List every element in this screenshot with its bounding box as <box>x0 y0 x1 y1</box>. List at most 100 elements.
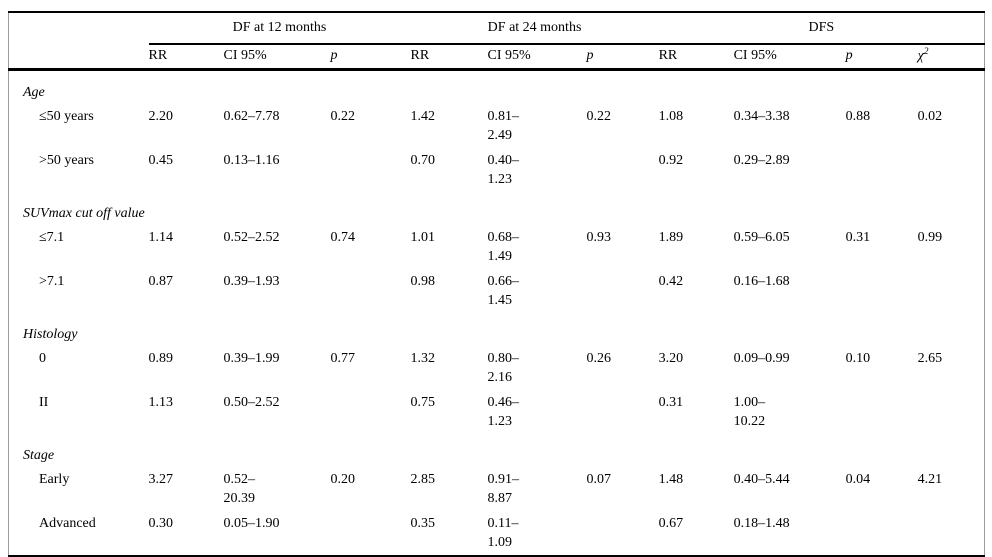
cell-ci-24m: 0.81– 2.49 <box>487 109 520 143</box>
section-label: Stage <box>23 448 55 463</box>
table-row: 0 0.89 0.39–1.99 0.77 1.32 0.80– 2.16 0.26 3.20… <box>9 346 985 390</box>
cell-p-24m <box>587 511 659 556</box>
cell-rr-24m: 0.98 <box>410 274 436 289</box>
cell-rr-24m: 0.75 <box>410 395 436 410</box>
cell-ci-dfs: 0.29–2.89 <box>733 153 790 168</box>
cell-p-12m <box>331 390 411 434</box>
cell-p-24m: 0.93 <box>586 230 612 245</box>
document-page: DF at 12 months DF at 24 months DFS RR C… <box>0 11 992 557</box>
cell-rr-24m: 2.85 <box>410 472 436 487</box>
cell-rr-24m: 0.35 <box>410 516 436 531</box>
cell-p-dfs <box>846 148 918 192</box>
col-header-ci-dfs: CI 95% <box>733 44 846 71</box>
cell-rr-12m: 0.87 <box>148 274 174 289</box>
stub-header-cell <box>9 12 149 44</box>
cell-chi2 <box>918 390 985 434</box>
cell-ci-dfs: 0.34–3.38 <box>733 109 790 124</box>
row-label: ≤50 years <box>39 109 94 124</box>
cell-ci-12m: 0.39–1.99 <box>223 351 280 366</box>
cell-rr-24m: 1.42 <box>410 109 436 124</box>
cell-p-dfs: 0.04 <box>845 472 871 487</box>
cell-ci-24m: 0.46– 1.23 <box>487 395 520 429</box>
cell-ci-24m: 0.91– 8.87 <box>487 472 520 506</box>
cell-p-dfs <box>846 511 918 556</box>
cell-ci-12m: 0.39–1.93 <box>223 274 280 289</box>
cell-p-12m: 0.22 <box>330 109 356 124</box>
cell-rr-dfs: 0.42 <box>658 274 684 289</box>
cell-chi2: 0.99 <box>917 230 943 245</box>
cell-p-dfs: 0.31 <box>845 230 871 245</box>
cell-rr-dfs: 0.92 <box>658 153 684 168</box>
table-row: >7.1 0.87 0.39–1.93 0.98 0.66– 1.45 0.42 0.16–… <box>9 269 985 313</box>
col-header-chi-squared: χ2 <box>917 44 985 71</box>
cell-ci-dfs: 0.18–1.48 <box>733 516 790 531</box>
col-header-ci-24m: CI 95% <box>487 44 587 71</box>
table-row: II 1.13 0.50–2.52 0.75 0.46– 1.23 0.31 1.00– 1… <box>9 390 985 434</box>
table-row: ≤7.1 1.14 0.52–2.52 0.74 1.01 0.68– 1.49 0.93 1… <box>9 225 985 269</box>
row-label: Early <box>39 472 70 487</box>
cell-rr-24m: 1.01 <box>410 230 436 245</box>
section-row: SUVmax cut off value <box>9 192 985 225</box>
cell-p-12m: 0.77 <box>330 351 356 366</box>
cell-p-24m <box>587 390 659 434</box>
cell-rr-12m: 1.14 <box>148 230 174 245</box>
cell-p-12m: 0.74 <box>330 230 356 245</box>
cell-p-12m <box>331 269 411 313</box>
cell-p-24m: 0.07 <box>586 472 612 487</box>
cell-chi2 <box>918 148 985 192</box>
cell-ci-12m: 0.52– 20.39 <box>223 472 256 506</box>
table-body: Age ≤50 years 2.20 0.62–7.78 0.22 1.42 0.81– 2… <box>9 70 985 557</box>
section-label: Age <box>23 85 45 100</box>
section-row: Histology <box>9 313 985 346</box>
table-row: Advanced 0.30 0.05–1.90 0.35 0.11– 1.09 0.67 0… <box>9 511 985 556</box>
cell-ci-12m: 0.52–2.52 <box>223 230 280 245</box>
cell-rr-12m: 2.20 <box>148 109 174 124</box>
cell-chi2 <box>918 269 985 313</box>
table-row: ≤50 years 2.20 0.62–7.78 0.22 1.42 0.81– 2.49… <box>9 104 985 148</box>
cell-p-24m <box>587 269 659 313</box>
section-row: Age <box>9 70 985 105</box>
cell-ci-dfs: 0.40–5.44 <box>733 472 790 487</box>
cell-chi2 <box>918 511 985 556</box>
column-group-row: DF at 12 months DF at 24 months DFS <box>9 12 985 45</box>
cell-rr-dfs: 1.08 <box>658 109 684 124</box>
cell-rr-24m: 0.70 <box>410 153 436 168</box>
cell-p-dfs: 0.10 <box>845 351 871 366</box>
cell-ci-24m: 0.40– 1.23 <box>487 153 520 187</box>
stub-subheader-cell <box>8 44 149 71</box>
cell-rr-12m: 1.13 <box>148 395 174 410</box>
cell-ci-12m: 0.05–1.90 <box>223 516 280 531</box>
cell-rr-dfs: 1.89 <box>658 230 684 245</box>
row-label: Advanced <box>39 516 96 531</box>
cell-rr-12m: 3.27 <box>148 472 174 487</box>
cell-ci-dfs: 1.00– 10.22 <box>733 395 766 429</box>
cell-p-12m <box>331 148 411 192</box>
row-label: ≤7.1 <box>39 230 65 245</box>
cell-rr-dfs: 0.31 <box>658 395 684 410</box>
cell-ci-dfs: 0.59–6.05 <box>733 230 790 245</box>
cell-rr-dfs: 1.48 <box>658 472 684 487</box>
cell-ci-dfs: 0.09–0.99 <box>733 351 790 366</box>
table-row: >50 years 0.45 0.13–1.16 0.70 0.40– 1.23 0.92… <box>9 148 985 192</box>
col-header-ci-12m: CI 95% <box>223 44 331 71</box>
cell-chi2: 2.65 <box>917 351 943 366</box>
cell-p-12m: 0.20 <box>330 472 356 487</box>
cell-ci-dfs: 0.16–1.68 <box>733 274 790 289</box>
cell-rr-dfs: 0.67 <box>658 516 684 531</box>
cell-ci-24m: 0.11– 1.09 <box>487 516 519 550</box>
col-header-p-dfs: p <box>845 44 918 71</box>
cell-ci-12m: 0.62–7.78 <box>223 109 280 124</box>
cell-p-dfs: 0.88 <box>845 109 871 124</box>
section-label: SUVmax cut off value <box>23 206 145 221</box>
cell-rr-12m: 0.30 <box>148 516 174 531</box>
cell-p-dfs <box>846 390 918 434</box>
cell-p-24m <box>587 148 659 192</box>
col-group-dfs: DFS <box>658 12 985 45</box>
cell-p-24m: 0.26 <box>586 351 612 366</box>
col-header-rr-24m: RR <box>410 44 488 71</box>
cell-ci-24m: 0.68– 1.49 <box>487 230 520 264</box>
cell-ci-12m: 0.50–2.52 <box>223 395 280 410</box>
col-header-p-12m: p <box>330 44 411 71</box>
row-label: >7.1 <box>39 274 65 289</box>
table-row: Early 3.27 0.52– 20.39 0.20 2.85 0.91– 8.87 0.… <box>9 467 985 511</box>
